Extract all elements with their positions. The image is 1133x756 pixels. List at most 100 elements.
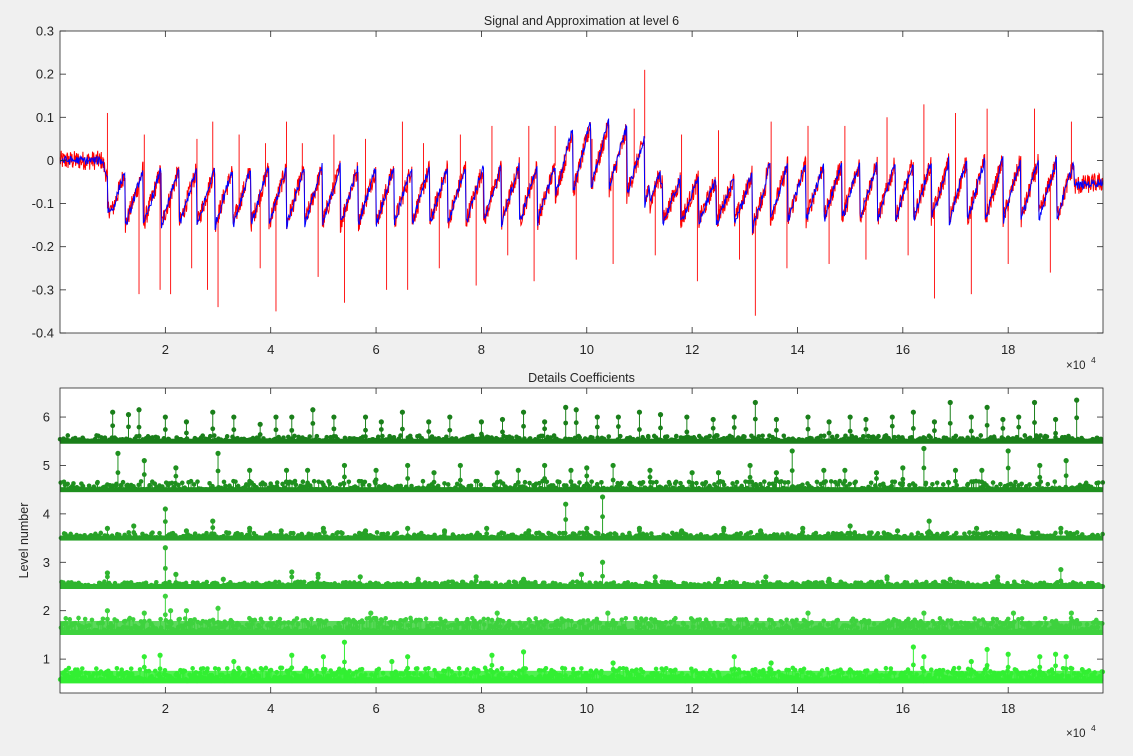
coefficient-marker	[204, 580, 209, 585]
coefficient-marker	[584, 474, 589, 479]
coefficient-marker	[327, 481, 332, 486]
coefficient-marker	[874, 476, 879, 481]
coefficient-marker	[193, 531, 198, 536]
coefficient-marker	[1058, 579, 1063, 584]
coefficient-marker	[279, 532, 284, 537]
coefficient-marker	[584, 465, 589, 470]
coefficient-marker	[665, 434, 670, 439]
x-tick-label: 8	[478, 342, 485, 357]
coefficient-marker	[749, 530, 754, 535]
coefficient-marker	[475, 479, 480, 484]
coefficient-marker	[563, 517, 568, 522]
coefficient-marker	[65, 482, 70, 487]
coefficient-marker	[1000, 417, 1005, 422]
coefficient-marker	[137, 425, 142, 430]
coefficient-marker	[431, 470, 436, 475]
coefficient-marker	[806, 427, 811, 432]
coefficient-marker	[478, 483, 483, 488]
coefficient-marker	[762, 479, 767, 484]
coefficient-marker	[458, 478, 463, 483]
coefficient-marker	[95, 480, 100, 485]
coefficient-marker	[142, 458, 147, 463]
coefficient-marker	[753, 417, 758, 422]
coefficient-marker	[400, 410, 405, 415]
level-baseline	[60, 536, 1103, 541]
coefficient-marker	[979, 480, 984, 485]
coefficient-marker	[274, 427, 279, 432]
coefficient-marker	[863, 417, 868, 422]
coefficient-marker	[721, 528, 726, 533]
coefficient-marker	[948, 582, 953, 587]
coefficient-marker	[294, 482, 299, 487]
coefficient-marker	[163, 414, 168, 419]
coefficient-marker	[131, 523, 136, 528]
coefficient-marker	[1001, 426, 1006, 431]
coefficient-marker	[1037, 475, 1042, 480]
coefficient-marker	[600, 514, 605, 519]
coefficient-marker	[184, 533, 189, 538]
coefficient-marker	[821, 480, 826, 485]
coefficient-marker	[557, 480, 562, 485]
coefficient-marker	[222, 480, 227, 485]
coefficient-marker	[98, 531, 103, 536]
coefficient-marker	[800, 530, 805, 535]
coefficient-marker	[292, 434, 297, 439]
coefficient-marker	[945, 531, 950, 536]
coefficient-marker	[516, 480, 521, 485]
coefficient-marker	[210, 410, 215, 415]
coefficient-marker	[974, 531, 979, 536]
y-tick-label: -0.1	[32, 196, 54, 211]
coefficient-marker	[885, 577, 890, 582]
coefficient-marker	[495, 480, 500, 485]
coefficient-marker	[1032, 400, 1037, 405]
coefficient-marker	[847, 482, 852, 487]
coefficient-marker	[500, 417, 505, 422]
coefficient-marker	[774, 470, 779, 475]
coefficient-marker	[1064, 473, 1069, 478]
coefficient-marker	[921, 466, 926, 471]
coefficient-marker	[895, 534, 900, 539]
coefficient-marker	[309, 617, 314, 622]
coefficient-marker	[932, 419, 937, 424]
coefficient-marker	[1075, 530, 1080, 535]
coefficient-marker	[842, 479, 847, 484]
coefficient-marker	[876, 434, 881, 439]
coefficient-marker	[829, 479, 834, 484]
coefficient-marker	[930, 482, 935, 487]
coefficient-marker	[105, 534, 110, 539]
coefficient-marker	[208, 434, 213, 439]
coefficient-marker	[707, 434, 712, 439]
coefficient-marker	[216, 469, 221, 474]
x-tick-label: 10	[580, 342, 594, 357]
coefficient-marker	[715, 433, 720, 438]
level-baseline	[60, 487, 1103, 492]
x-tick-label: 4	[267, 342, 274, 357]
coefficient-marker	[126, 412, 131, 417]
x-tick-label: 18	[1001, 342, 1015, 357]
coefficient-marker	[126, 424, 131, 429]
coefficient-marker	[184, 419, 189, 424]
coefficient-marker	[1027, 482, 1032, 487]
coefficient-marker	[416, 583, 421, 588]
coefficient-marker	[570, 580, 575, 585]
coefficient-marker	[131, 530, 136, 535]
coefficient-marker	[893, 479, 898, 484]
y-tick-label: 0.1	[36, 110, 54, 125]
coefficient-marker	[315, 434, 320, 439]
coefficient-marker	[163, 519, 168, 524]
coefficient-marker	[542, 419, 547, 424]
coefficient-marker	[173, 572, 178, 577]
coefficient-marker	[273, 414, 278, 419]
coefficient-marker	[579, 580, 584, 585]
coefficient-marker	[432, 480, 437, 485]
coefficient-marker	[913, 483, 918, 488]
coefficient-marker	[848, 523, 853, 528]
coefficient-marker	[416, 577, 421, 582]
coefficient-marker	[342, 463, 347, 468]
coefficient-marker	[154, 580, 159, 585]
coefficient-marker	[284, 480, 289, 485]
coefficient-marker	[658, 426, 663, 431]
coefficient-marker	[864, 427, 869, 432]
coefficient-marker	[895, 528, 900, 533]
coefficient-marker	[446, 482, 451, 487]
